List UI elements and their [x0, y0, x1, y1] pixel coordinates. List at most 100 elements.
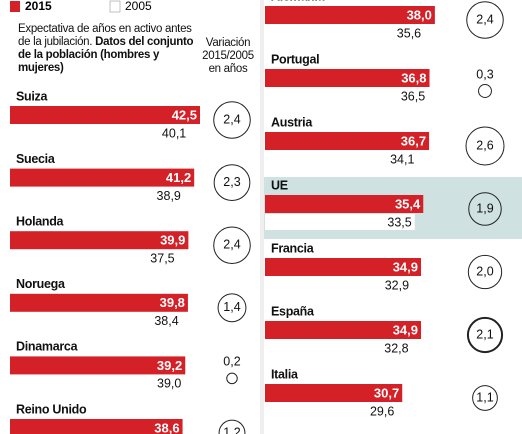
value-label-2005: 39,0: [157, 377, 181, 391]
variation-circle: [466, 316, 504, 354]
value-label-2005: 29,6: [370, 404, 394, 418]
value-label-2015: 35,4: [395, 196, 421, 211]
variation-label: 2,4: [476, 12, 493, 26]
bar-2015: [265, 321, 422, 339]
country-label: UE: [271, 178, 288, 192]
value-label-2015: 39,2: [157, 358, 182, 373]
variation-label: 1,1: [476, 390, 493, 404]
variation-circle: [218, 419, 246, 434]
bar-2015: [265, 132, 430, 150]
variation-label: 1,2: [223, 425, 240, 434]
bar-2005: [10, 312, 182, 329]
variation-label: 2,1: [476, 327, 493, 341]
bar-2015: [265, 195, 424, 213]
variation-label: 2,0: [476, 264, 493, 278]
column-gap: [260, 0, 264, 434]
value-label-2005: 32,9: [385, 278, 409, 292]
variation-header: Variación 2015/2005 en años: [202, 37, 254, 75]
bar-2015: [10, 231, 189, 250]
bar-2005: [265, 88, 429, 104]
value-label-2015: 36,7: [401, 133, 426, 148]
value-label-2005: 34,1: [390, 152, 414, 166]
legend-swatch: [109, 0, 121, 13]
variation-label: 2,6: [476, 138, 493, 152]
legend-label: 2005: [125, 0, 152, 13]
variation-label: 0,2: [223, 355, 240, 369]
country-label: Francia: [271, 241, 315, 255]
bar-2005: [10, 125, 190, 141]
bar-2005: [265, 340, 412, 356]
value-label-2015: 30,7: [374, 385, 399, 400]
value-label-2015: 38,6: [154, 420, 179, 434]
bar-2005: [10, 250, 178, 267]
variation-label: 1,9: [476, 201, 493, 215]
bar-2005: [265, 403, 398, 419]
variation-circle: [467, 254, 503, 290]
bar-2015: [10, 356, 186, 375]
bar-2005: [265, 151, 418, 167]
bar-2005: [10, 187, 184, 204]
value-label-2005: 40,1: [162, 126, 186, 140]
value-label-2015: 34,9: [393, 259, 418, 274]
country-label: Austria: [271, 115, 313, 129]
value-label-2015: 34,9: [393, 322, 418, 337]
value-label-2015: 39,8: [160, 295, 185, 310]
bar-2015: [265, 384, 403, 402]
value-label-2015: 36,8: [401, 70, 426, 85]
variation-label: 2,4: [223, 237, 240, 251]
bar-2015: [265, 69, 430, 87]
bar-2005: [265, 25, 425, 41]
value-label-2005: 32,8: [384, 341, 408, 355]
value-label-2005: 37,5: [150, 251, 174, 265]
variation-label: 2,3: [223, 175, 240, 189]
value-label-2015: 41,2: [166, 170, 191, 185]
description: Expectativa de años en activo antes de l…: [18, 23, 196, 75]
bar-2015: [265, 6, 435, 24]
variation-circle: [226, 372, 238, 385]
legend-swatch: [10, 1, 20, 12]
variation-circle: [478, 84, 492, 98]
variation-circle: [465, 126, 505, 166]
value-label-2015: 42,5: [172, 107, 197, 122]
value-label-2005: 36,5: [401, 89, 425, 103]
variation-label: 1,4: [223, 300, 240, 314]
variation-circle: [213, 226, 251, 264]
variation-circle: [468, 192, 502, 226]
country-label: Suiza: [16, 89, 48, 103]
country-label: Reino Unido: [16, 402, 87, 416]
country-label: Alemania: [271, 0, 326, 3]
bar-2015: [10, 419, 183, 434]
country-label: Suecia: [16, 152, 56, 166]
bar-2015: [10, 106, 200, 124]
country-label: Noruega: [16, 277, 66, 291]
bar-2005: [265, 277, 413, 293]
variation-circle: [466, 1, 504, 39]
country-label: Portugal: [271, 52, 319, 66]
variation-label: 0,3: [476, 67, 493, 81]
value-label-2005: 35,6: [397, 26, 421, 40]
value-label-2005: 33,5: [387, 215, 411, 229]
bar-2005: [265, 214, 415, 230]
bar-2005: [10, 375, 185, 392]
description-text: Expectativa de años en activo antes de l…: [18, 23, 192, 48]
bar-2015: [10, 168, 195, 187]
country-label: Dinamarca: [16, 340, 79, 354]
variation-label: 2,4: [223, 112, 240, 126]
variation-circle: [213, 164, 251, 201]
variation-circle: [472, 385, 498, 411]
bar-2015: [265, 258, 422, 276]
value-label-2005: 38,9: [157, 189, 181, 203]
country-label: Italia: [271, 367, 299, 381]
value-label-2015: 38,0: [407, 7, 432, 22]
variation-circle: [217, 293, 247, 323]
country-label: España: [271, 304, 315, 318]
value-label-2005: 38,4: [154, 314, 178, 328]
value-label-2015: 39,9: [160, 233, 185, 248]
bar-2015: [10, 293, 188, 312]
description-bold: Datos del conjunto de la población (homb…: [18, 36, 194, 74]
country-label: Holanda: [16, 214, 65, 228]
variation-circle: [213, 101, 251, 139]
legend-label: 2015: [25, 0, 52, 13]
